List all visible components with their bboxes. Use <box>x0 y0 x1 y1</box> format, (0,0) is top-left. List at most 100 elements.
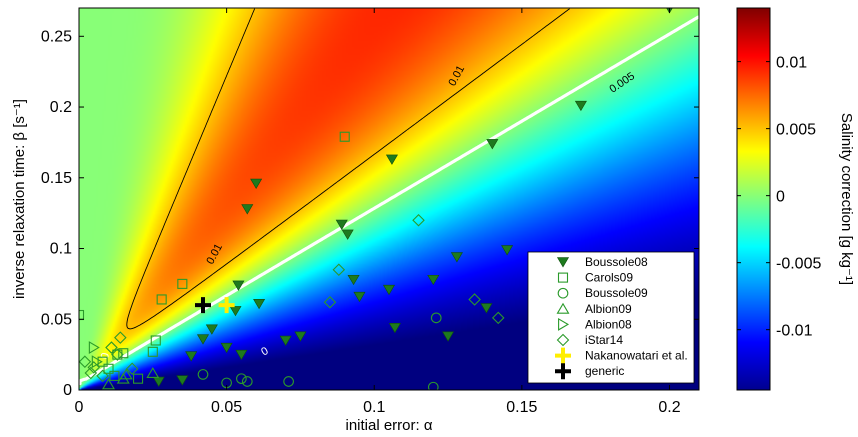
data-point <box>197 369 209 380</box>
data-point <box>112 349 123 360</box>
legend-label: Carols09 <box>585 271 633 285</box>
data-point <box>132 373 144 384</box>
data-point <box>88 341 100 355</box>
y-tick-label: 0.2 <box>50 99 72 116</box>
colorbar-label: Salinity correction [g kg⁻¹] <box>838 113 855 285</box>
data-point <box>294 331 307 342</box>
legend-item: Albion08 <box>558 317 632 331</box>
data-point <box>382 284 396 296</box>
y-tick-label: 0 <box>63 382 72 399</box>
data-point <box>430 312 442 324</box>
data-point <box>335 219 348 231</box>
legend-item: Boussole09 <box>557 286 648 300</box>
legend-label: generic <box>585 364 624 378</box>
legend-item: generic <box>555 363 624 380</box>
data-point <box>253 298 266 310</box>
data-point <box>232 280 245 291</box>
y-tick-label: 0.15 <box>41 170 72 187</box>
colorbar-tick-label: -0.01 <box>776 323 813 340</box>
data-point <box>146 366 160 378</box>
data-point <box>480 303 493 314</box>
legend-item: Albion09 <box>556 302 632 316</box>
plot-frame <box>78 7 700 391</box>
y-axis-ticks: 0 0.05 0.1 0.15 0.2 0.25 <box>41 28 699 399</box>
data-point <box>486 139 499 150</box>
legend-item: iStar14 <box>556 333 623 347</box>
legend-marker <box>557 287 569 299</box>
data-point <box>79 309 85 321</box>
x-tick-label: 0.15 <box>506 399 537 416</box>
data-point <box>79 355 92 368</box>
data-point <box>468 293 481 306</box>
data-point <box>220 342 233 354</box>
data-markers <box>79 8 673 390</box>
legend-marker <box>556 302 570 314</box>
data-point <box>125 362 139 376</box>
legend-box <box>527 251 695 384</box>
data-point <box>241 376 253 387</box>
y-axis-label: inverse relaxation time: β [s⁻¹] <box>11 99 28 299</box>
data-point <box>388 323 401 334</box>
y-tick-label: 0.05 <box>41 311 72 328</box>
contour-lines <box>79 8 699 386</box>
data-point <box>109 370 120 381</box>
data-point <box>250 178 263 189</box>
legend-label: Nakanowatari et al. <box>585 349 688 363</box>
data-point <box>353 291 366 303</box>
data-point <box>177 278 188 289</box>
data-point <box>185 351 198 362</box>
data-point <box>427 274 440 286</box>
data-point <box>229 306 242 317</box>
data-point <box>339 131 350 142</box>
data-point <box>412 213 425 227</box>
x-tick-label: 0.05 <box>211 399 242 416</box>
legend-label: Boussole09 <box>585 286 648 300</box>
data-point <box>84 366 98 380</box>
data-point <box>385 154 398 165</box>
legend-label: Albion08 <box>585 317 632 331</box>
x-axis-ticks: 0 0.05 0.1 0.15 0.2 <box>75 8 681 416</box>
data-point <box>105 341 118 354</box>
data-point <box>323 296 337 309</box>
legend-marker <box>555 363 571 380</box>
data-point <box>119 368 133 380</box>
data-point <box>347 274 360 286</box>
data-point <box>205 324 218 335</box>
y-tick-label: 0.25 <box>41 28 72 45</box>
data-point <box>97 356 108 367</box>
legend-marker <box>556 257 570 268</box>
contour-0.005 <box>126 8 570 330</box>
legend-marker <box>557 272 569 283</box>
data-point <box>196 334 210 345</box>
data-point <box>218 297 235 314</box>
data-point <box>147 346 158 357</box>
colorbar-tick-label: 0 <box>776 189 785 206</box>
legend-label: Boussole08 <box>585 255 648 269</box>
x-tick-label: 0 <box>75 399 84 416</box>
colorbar-tick-label: 0.005 <box>776 122 816 139</box>
colorbar-tick-label: -0.005 <box>776 256 821 273</box>
y-tick-label: 0.1 <box>50 241 72 258</box>
legend-label: iStar14 <box>585 333 623 347</box>
legend-marker <box>558 317 570 331</box>
data-point <box>118 348 129 359</box>
data-point <box>341 229 354 240</box>
legend-label: Albion09 <box>585 302 632 316</box>
data-point <box>114 331 127 344</box>
data-point <box>87 361 101 374</box>
legend-item: Boussole08 <box>556 255 648 269</box>
legend-marker <box>556 333 570 347</box>
data-point <box>236 373 247 385</box>
data-point <box>332 263 346 277</box>
data-point <box>176 375 189 386</box>
contour-label: 0 <box>259 345 270 358</box>
colorbar-gradient <box>736 7 771 391</box>
data-point <box>491 311 505 325</box>
data-point <box>442 331 455 342</box>
data-point <box>102 378 115 390</box>
x-axis-label: initial error: α <box>345 417 432 434</box>
data-point <box>427 381 439 390</box>
